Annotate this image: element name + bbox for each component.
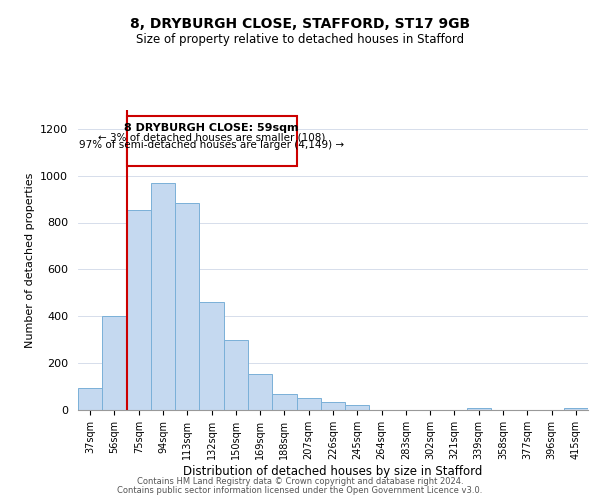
Text: Contains public sector information licensed under the Open Government Licence v3: Contains public sector information licen…	[118, 486, 482, 495]
Text: Size of property relative to detached houses in Stafford: Size of property relative to detached ho…	[136, 32, 464, 46]
Bar	[345, 406, 370, 410]
Bar	[272, 394, 296, 410]
Text: Contains HM Land Registry data © Crown copyright and database right 2024.: Contains HM Land Registry data © Crown c…	[137, 477, 463, 486]
Bar	[78, 388, 102, 410]
Bar	[102, 316, 127, 410]
Bar	[127, 116, 296, 166]
Bar	[248, 374, 272, 410]
Bar	[151, 182, 175, 410]
Text: 8, DRYBURGH CLOSE, STAFFORD, ST17 9GB: 8, DRYBURGH CLOSE, STAFFORD, ST17 9GB	[130, 18, 470, 32]
Text: 8 DRYBURGH CLOSE: 59sqm: 8 DRYBURGH CLOSE: 59sqm	[124, 123, 299, 133]
Bar	[296, 398, 321, 410]
Bar	[199, 302, 224, 410]
Bar	[224, 340, 248, 410]
Bar	[321, 402, 345, 410]
Text: 97% of semi-detached houses are larger (4,149) →: 97% of semi-detached houses are larger (…	[79, 140, 344, 150]
Y-axis label: Number of detached properties: Number of detached properties	[25, 172, 35, 348]
Bar	[564, 408, 588, 410]
Bar	[127, 210, 151, 410]
X-axis label: Distribution of detached houses by size in Stafford: Distribution of detached houses by size …	[184, 464, 482, 477]
Bar	[175, 202, 199, 410]
Bar	[467, 408, 491, 410]
Text: ← 3% of detached houses are smaller (108): ← 3% of detached houses are smaller (108…	[98, 132, 325, 142]
